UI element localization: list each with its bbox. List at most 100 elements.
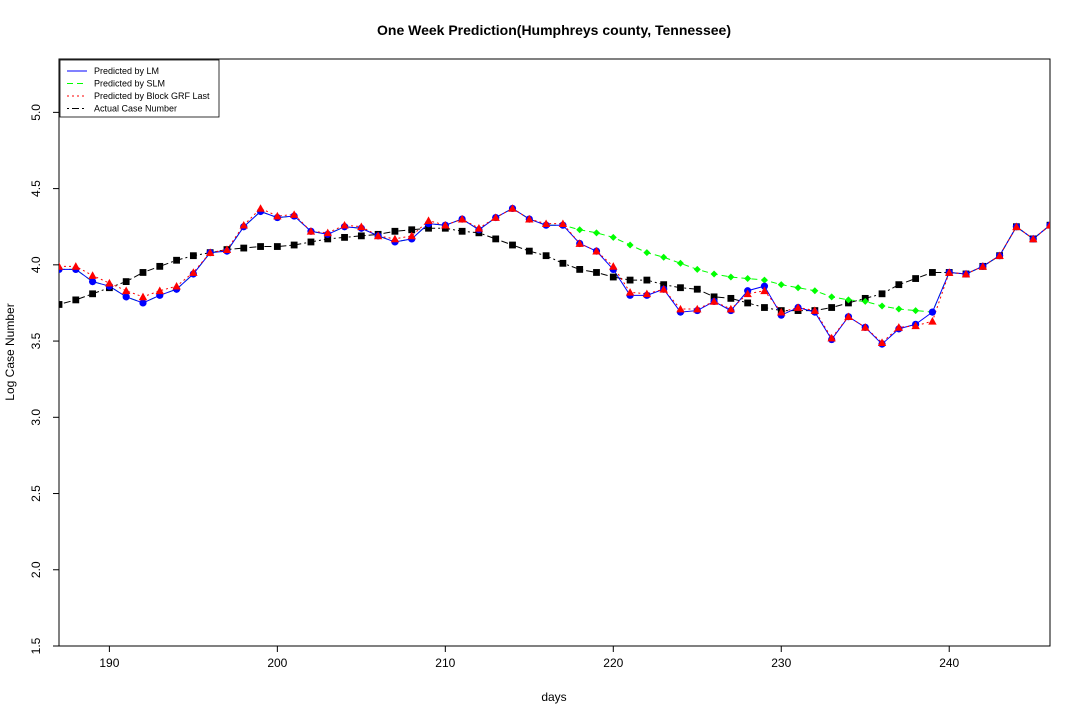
data-point	[677, 284, 684, 292]
data-point	[290, 241, 298, 249]
data-point	[491, 213, 500, 221]
data-point	[811, 287, 819, 295]
data-point	[693, 304, 702, 313]
data-point	[492, 235, 500, 243]
data-point	[592, 246, 601, 255]
data-point	[710, 270, 718, 278]
data-point	[676, 304, 685, 313]
data-point	[929, 269, 936, 276]
data-point	[593, 269, 600, 276]
data-point	[643, 276, 651, 284]
series-line	[59, 207, 1050, 344]
data-point	[89, 290, 96, 298]
data-point	[525, 247, 533, 255]
legend-label: Predicted by Block GRF Last	[94, 91, 210, 101]
y-tick-label: 3.5	[29, 332, 43, 349]
data-point	[508, 204, 517, 212]
x-tick-label: 240	[939, 656, 959, 670]
x-tick-label: 200	[267, 656, 287, 670]
data-point	[878, 290, 886, 298]
data-point	[894, 323, 904, 331]
data-point	[324, 235, 332, 243]
y-tick-label: 4.0	[29, 256, 43, 273]
data-point	[727, 294, 735, 302]
data-point	[441, 220, 450, 229]
data-point	[559, 259, 567, 267]
data-point	[59, 262, 64, 270]
data-point	[525, 214, 534, 223]
y-axis-label: Log Case Number	[3, 303, 17, 400]
data-point	[424, 216, 433, 224]
data-point	[121, 286, 131, 295]
data-point	[59, 301, 63, 308]
data-point	[239, 220, 248, 229]
data-point	[172, 281, 181, 290]
data-point	[357, 222, 366, 231]
data-point	[72, 296, 80, 304]
legend-label: Actual Case Number	[94, 104, 177, 114]
data-point	[357, 232, 365, 240]
data-point	[743, 289, 752, 298]
data-point	[928, 308, 937, 316]
data-point	[173, 256, 180, 264]
data-point	[710, 293, 718, 301]
data-point	[626, 241, 634, 249]
y-tick-label: 4.5	[29, 180, 43, 197]
data-point	[961, 269, 971, 278]
data-point	[273, 243, 281, 250]
data-point	[609, 273, 617, 281]
data-point	[878, 302, 886, 310]
data-point	[660, 253, 668, 261]
plot-frame	[58, 58, 1051, 647]
data-point	[391, 227, 399, 235]
series-line	[59, 207, 1050, 345]
legend: Predicted by LM Predicted by SLM Predicted…	[59, 59, 220, 118]
data-point	[643, 249, 651, 257]
data-point	[642, 289, 652, 298]
series-lines	[59, 207, 1050, 345]
data-point	[827, 333, 836, 342]
data-point	[155, 286, 164, 295]
x-tick-label: 190	[99, 656, 119, 670]
data-point	[928, 317, 937, 325]
data-point	[693, 265, 701, 273]
data-point	[222, 245, 232, 253]
data-point	[693, 285, 701, 293]
data-point	[256, 204, 265, 212]
data-point	[912, 307, 920, 315]
chart-title: One Week Prediction(Humphreys county, Te…	[377, 22, 731, 38]
data-point	[257, 243, 264, 250]
legend-label: Predicted by SLM	[94, 79, 165, 89]
data-point	[660, 281, 668, 289]
data-point	[289, 210, 299, 218]
data-point	[1045, 220, 1050, 229]
data-point	[341, 233, 348, 241]
data-point	[323, 228, 332, 237]
data-point	[978, 262, 988, 270]
data-point	[793, 303, 803, 311]
data-point	[895, 281, 903, 289]
data-point	[760, 286, 769, 295]
data-point	[911, 321, 920, 330]
data-point	[609, 262, 618, 270]
x-tick-label: 230	[771, 656, 791, 670]
data-point	[408, 226, 416, 234]
y-tick-label: 2.5	[29, 485, 43, 502]
data-point	[626, 276, 634, 284]
data-point	[71, 262, 80, 270]
data-point	[273, 211, 282, 220]
legend-label: Predicted by LM	[94, 66, 159, 76]
data-point	[676, 259, 684, 267]
x-tick-label: 220	[603, 656, 623, 670]
data-point	[509, 241, 516, 249]
data-point	[844, 312, 853, 321]
data-point	[240, 244, 248, 252]
data-point	[744, 275, 752, 283]
data-point	[390, 234, 400, 243]
data-point	[861, 323, 870, 331]
data-point	[726, 304, 736, 313]
y-tick-label: 3.0	[29, 409, 43, 426]
data-point	[558, 219, 568, 228]
y-tick-label: 1.5	[29, 637, 43, 654]
